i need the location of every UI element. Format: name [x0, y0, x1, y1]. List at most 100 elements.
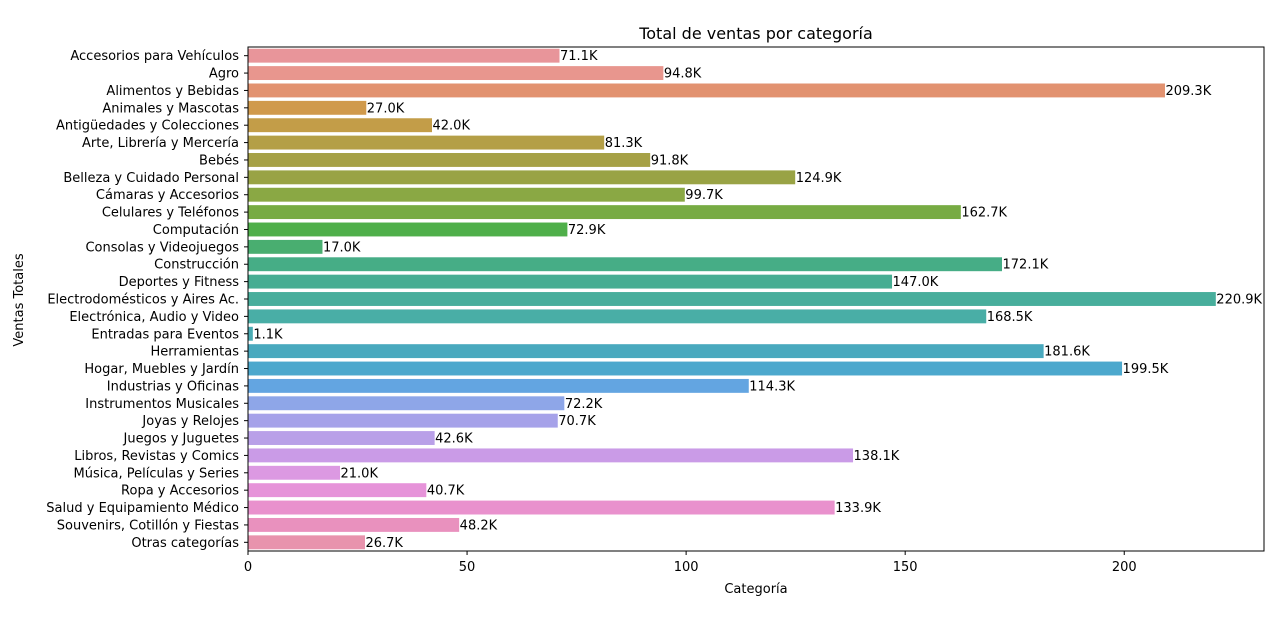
- bar: [248, 153, 651, 167]
- bar: [248, 361, 1123, 376]
- y-tick-label: Souvenirs, Cotillón y Fiestas: [57, 518, 239, 533]
- bar: [248, 448, 854, 463]
- bar: [248, 535, 365, 550]
- bar: [248, 309, 987, 324]
- y-tick-label: Belleza y Cuidado Personal: [63, 171, 239, 186]
- y-tick-label: Agro: [209, 67, 239, 82]
- data-label: 172.1K: [1003, 258, 1049, 273]
- bar: [248, 205, 961, 220]
- y-tick-label: Electrodomésticos y Aires Ac.: [47, 293, 239, 308]
- y-tick-label: Cámaras y Accesorios: [96, 188, 239, 203]
- y-tick-label: Construcción: [154, 258, 239, 273]
- data-label: 209.3K: [1165, 84, 1211, 99]
- data-label: 70.7K: [558, 414, 596, 429]
- bar: [248, 48, 560, 63]
- data-label: 17.0K: [323, 240, 361, 255]
- data-label: 147.0K: [893, 275, 939, 290]
- bar: [248, 274, 893, 289]
- bar: [248, 100, 367, 115]
- data-label: 42.6K: [435, 432, 473, 447]
- y-tick-label: Animales y Mascotas: [102, 101, 239, 116]
- y-tick-label: Instrumentos Musicales: [85, 397, 239, 412]
- bar: [248, 465, 341, 480]
- data-label: 42.0K: [433, 119, 471, 134]
- data-label: 72.2K: [565, 397, 603, 412]
- bar: [248, 292, 1216, 306]
- data-label: 99.7K: [685, 188, 723, 203]
- chart-title: Total de ventas por categoría: [638, 24, 873, 43]
- bar: [248, 413, 558, 428]
- data-label: 133.9K: [835, 501, 881, 516]
- x-tick-label: 50: [459, 560, 476, 575]
- y-tick-label: Electrónica, Audio y Video: [69, 310, 239, 325]
- x-tick-label: 0: [244, 560, 252, 575]
- data-label: 26.7K: [365, 536, 403, 551]
- data-labels: 71.1K 94.8K 209.3K 27.0K 42.0K 81.3K 91.8K 124.…: [253, 49, 1262, 551]
- y-tick-label: Hogar, Muebles y Jardín: [84, 362, 239, 377]
- data-label: 71.1K: [560, 49, 598, 64]
- data-label: 114.3K: [749, 379, 795, 394]
- bar: [248, 483, 427, 498]
- y-tick-label: Juegos y Juguetes: [123, 432, 240, 447]
- data-label: 91.8K: [651, 153, 689, 168]
- x-axis-label: Categoría: [724, 582, 787, 597]
- bar: [248, 500, 835, 515]
- plot-frame: [247, 46, 1265, 552]
- bar: [248, 222, 568, 237]
- bar: [248, 344, 1044, 359]
- data-label: 27.0K: [367, 101, 405, 116]
- y-tick-label: Música, Películas y Series: [74, 466, 240, 481]
- y-tick-label: Alimentos y Bebidas: [106, 84, 239, 99]
- bar: [248, 118, 433, 133]
- data-label: 168.5K: [987, 310, 1033, 325]
- data-label: 124.9K: [796, 171, 842, 186]
- x-tick-label: 150: [893, 560, 918, 575]
- y-tick-label: Ropa y Accesorios: [121, 484, 239, 499]
- data-label: 162.7K: [961, 206, 1007, 221]
- x-tick-label: 200: [1112, 560, 1137, 575]
- bar: [248, 83, 1165, 98]
- y-tick-labels: Accesorios para Vehículos Agro Alimentos y…: [46, 49, 248, 551]
- bar: [248, 257, 1002, 272]
- bar: [248, 396, 565, 411]
- y-tick-label: Celulares y Teléfonos: [102, 206, 239, 221]
- bar: [248, 517, 460, 532]
- y-tick-label: Entradas para Eventos: [91, 327, 239, 342]
- data-label: 220.9K: [1216, 293, 1262, 308]
- y-tick-label: Joyas y Relojes: [141, 414, 239, 429]
- bar: [248, 135, 605, 150]
- data-label: 181.6K: [1044, 345, 1090, 360]
- bar: [248, 187, 685, 202]
- y-tick-label: Deportes y Fitness: [119, 275, 240, 290]
- bar: [248, 326, 253, 341]
- data-label: 40.7K: [427, 484, 465, 499]
- y-tick-label: Arte, Librería y Mercería: [82, 136, 239, 151]
- x-tick-label: 100: [674, 560, 699, 575]
- data-label: 72.9K: [568, 223, 606, 238]
- bars-group: [248, 48, 1216, 550]
- y-tick-label: Otras categorías: [131, 536, 239, 551]
- y-tick-label: Salud y Equipamiento Médico: [46, 501, 239, 516]
- bar: [248, 431, 435, 445]
- bar: [248, 378, 749, 393]
- data-label: 94.8K: [664, 67, 702, 82]
- y-axis-label: Ventas Totales: [12, 253, 27, 346]
- data-label: 48.2K: [460, 518, 498, 533]
- y-tick-label: Herramientas: [150, 345, 239, 360]
- bar: [248, 239, 323, 254]
- data-label: 199.5K: [1123, 362, 1169, 377]
- y-tick-label: Accesorios para Vehículos: [70, 49, 239, 64]
- data-label: 81.3K: [605, 136, 643, 151]
- bar: [248, 66, 664, 81]
- data-label: 1.1K: [253, 327, 283, 342]
- data-label: 138.1K: [854, 449, 900, 464]
- data-label: 21.0K: [341, 466, 379, 481]
- y-tick-label: Industrias y Oficinas: [107, 379, 239, 394]
- y-tick-label: Antigüedades y Colecciones: [56, 119, 239, 134]
- x-ticks: 0 50 100 150 200: [244, 551, 1137, 575]
- y-tick-label: Consolas y Videojuegos: [85, 240, 239, 255]
- y-tick-label: Libros, Revistas y Comics: [74, 449, 239, 464]
- bar: [248, 170, 796, 185]
- y-tick-label: Computación: [153, 223, 239, 238]
